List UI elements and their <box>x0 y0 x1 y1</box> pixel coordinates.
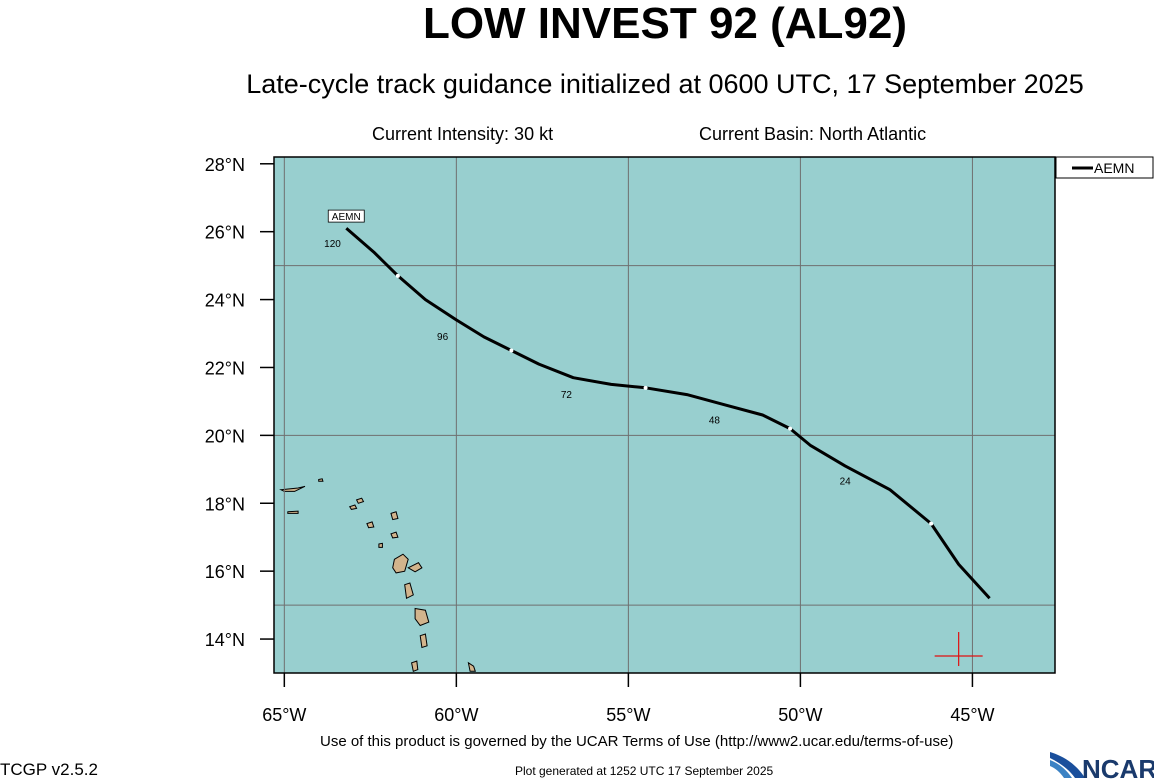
island <box>419 633 428 649</box>
ncar-logo: NCAR <box>1050 752 1154 780</box>
axis-ticks: 28°N 26°N 24°N 22°N 20°N 18°N 16°N 14°N 65°W 60°W… <box>205 155 995 725</box>
lon-tick-label: 50°W <box>778 705 822 725</box>
ocean-background <box>274 157 1055 673</box>
map-frame <box>273 156 1056 674</box>
island <box>318 478 324 482</box>
ncar-logo-text: NCAR <box>1082 754 1154 780</box>
version-label: TCGP v2.5.2 <box>0 760 98 779</box>
lat-tick-label: 26°N <box>205 223 245 243</box>
lat-tick-label: 16°N <box>205 562 245 582</box>
track-marker <box>788 426 793 431</box>
lat-tick-label: 14°N <box>205 630 245 650</box>
island <box>355 497 365 504</box>
track-marker <box>509 348 514 353</box>
lon-tick-label: 60°W <box>434 705 478 725</box>
track-marker <box>929 521 934 526</box>
current-basin: Current Basin: North Atlantic <box>699 124 927 144</box>
island <box>348 504 358 510</box>
lat-tick-label: 24°N <box>205 291 245 311</box>
lon-tick-label: 65°W <box>262 705 306 725</box>
lon-tick-label: 45°W <box>950 705 994 725</box>
track-name-box <box>327 209 365 223</box>
track-marker <box>395 273 400 278</box>
track-marker <box>643 385 648 390</box>
page-subtitle: Late-cycle track guidance initialized at… <box>246 69 1084 99</box>
island <box>390 511 399 521</box>
track-name-label: AEMN <box>332 212 361 223</box>
track-hour-label: 48 <box>709 415 721 426</box>
island <box>279 485 306 492</box>
terms-of-use: Use of this product is governed by the U… <box>320 733 954 750</box>
legend-entry-label: AEMN <box>1094 160 1134 176</box>
island <box>366 521 375 529</box>
lat-tick-label: 28°N <box>205 155 245 175</box>
island <box>411 660 419 672</box>
island <box>287 510 299 514</box>
map-grid <box>274 157 1055 673</box>
generation-time: Plot generated at 1252 UTC 17 September … <box>515 764 774 778</box>
island <box>407 562 423 573</box>
track-hour-label: 24 <box>840 476 852 487</box>
page-title: LOW INVEST 92 (AL92) <box>422 0 908 48</box>
island <box>378 542 383 548</box>
legend: AEMN <box>1055 156 1154 179</box>
lon-tick-label: 55°W <box>606 705 650 725</box>
track-hour-label: 96 <box>437 332 449 343</box>
track-hour-label: 72 <box>561 390 573 401</box>
island <box>467 661 476 672</box>
forecast-tracks: 24 48 72 96 120 AEMN <box>324 209 991 600</box>
land-islands <box>279 478 476 672</box>
lat-tick-label: 20°N <box>205 426 245 446</box>
lat-tick-label: 18°N <box>205 494 245 514</box>
lat-tick-label: 22°N <box>205 358 245 378</box>
island <box>414 607 430 627</box>
island <box>392 553 409 574</box>
legend-box <box>1055 156 1154 179</box>
island <box>404 582 414 600</box>
island <box>390 531 399 539</box>
current-intensity: Current Intensity: 30 kt <box>372 124 554 144</box>
track-hour-label: 120 <box>324 239 341 250</box>
current-position-marker <box>934 632 983 667</box>
